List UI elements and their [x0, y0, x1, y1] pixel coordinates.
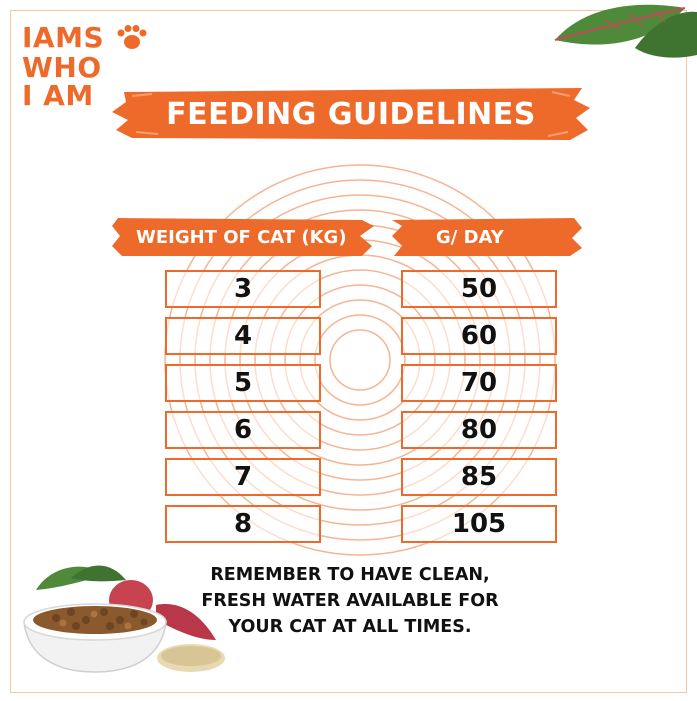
weight-cell: 8 [165, 505, 321, 543]
note-line: FRESH WATER AVAILABLE FOR [201, 591, 499, 611]
page-title: FEEDING GUIDELINES [166, 96, 536, 132]
grams-cell: 50 [401, 270, 557, 308]
weight-cell: 3 [165, 270, 321, 308]
food-bowl-illustration [23, 565, 225, 673]
column-header-weight: WEIGHT OF CAT (KG) [136, 226, 347, 248]
logo-line-3: I AM [22, 79, 94, 112]
note-line: YOUR CAT AT ALL TIMES. [228, 617, 472, 637]
leaf-illustration [554, 4, 697, 58]
title-banner-brush [112, 88, 590, 140]
table-header-bar [112, 218, 582, 256]
weight-cell: 5 [165, 364, 321, 402]
column-header-grams: G/ DAY [436, 226, 504, 248]
water-reminder-note: REMEMBER TO HAVE CLEAN, FRESH WATER AVAI… [190, 562, 510, 640]
weight-cell: 4 [165, 317, 321, 355]
grams-cell: 60 [401, 317, 557, 355]
iams-logo: IAMS WHO I AM [22, 22, 152, 112]
logo-line-2: WHO [22, 51, 102, 84]
paw-icon [117, 25, 147, 49]
grams-cell: 80 [401, 411, 557, 449]
logo-line-1: IAMS [22, 21, 105, 54]
weight-cell: 7 [165, 458, 321, 496]
note-line: REMEMBER TO HAVE CLEAN, [210, 565, 490, 585]
grams-cell: 70 [401, 364, 557, 402]
weight-cell: 6 [165, 411, 321, 449]
grams-cell: 85 [401, 458, 557, 496]
grams-cell: 105 [401, 505, 557, 543]
card-frame [10, 10, 687, 693]
